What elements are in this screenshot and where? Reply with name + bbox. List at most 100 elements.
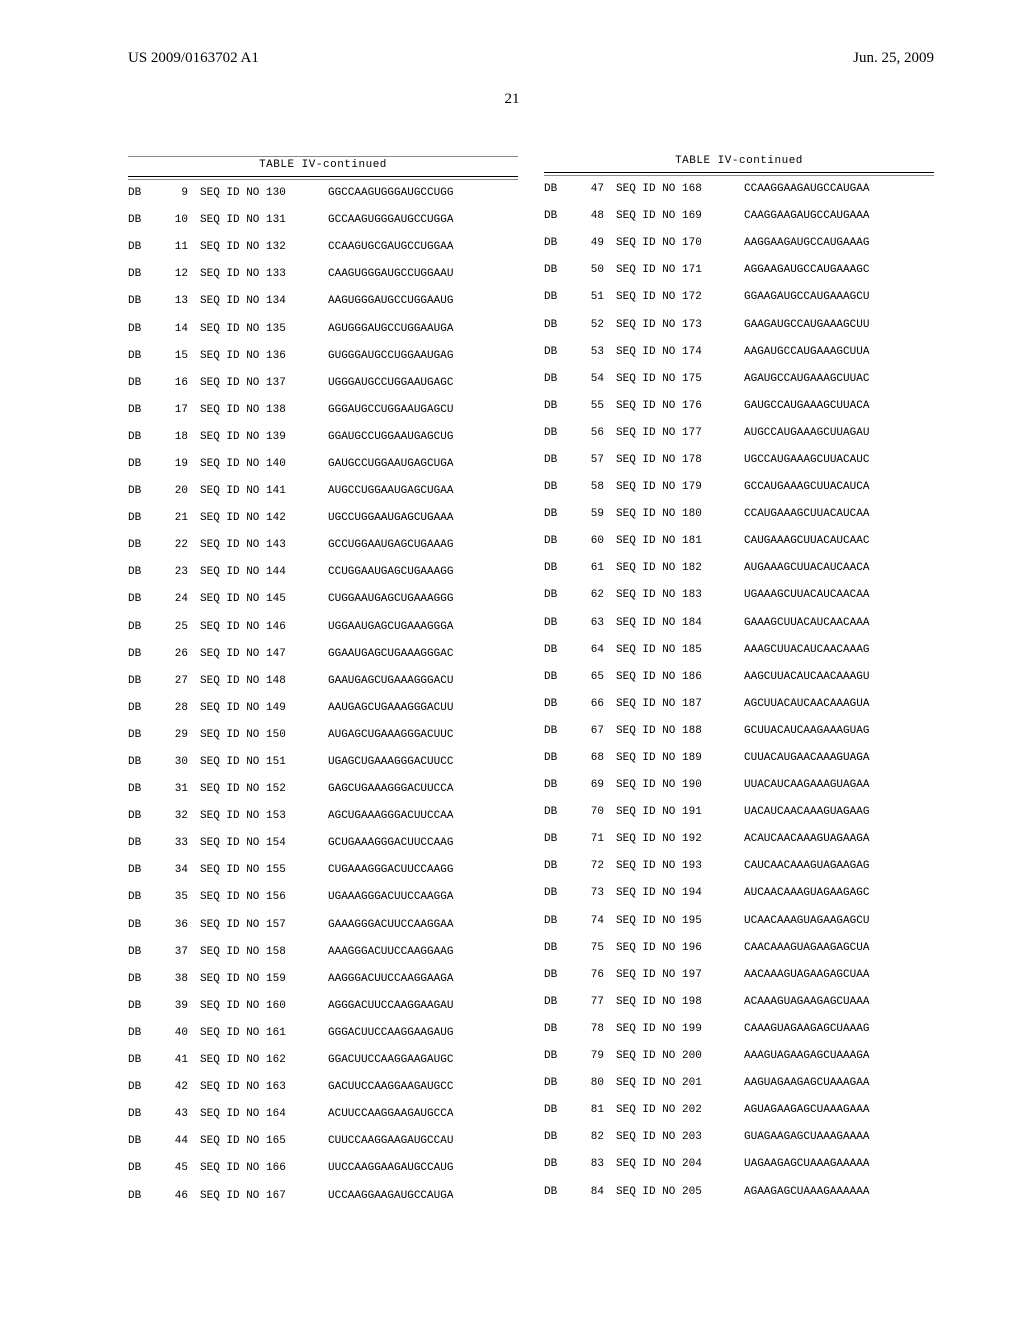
db-label: DB (128, 676, 162, 687)
row-index: 21 (162, 513, 200, 524)
left-column: TABLE IV-continued DB9SEQ ID NO 130GGCCA… (128, 156, 518, 1210)
seq-id: SEQ ID NO 184 (616, 618, 744, 629)
seq-id: SEQ ID NO 203 (616, 1132, 744, 1143)
sequence: AGAAGAGCUAAAGAAAAAA (744, 1187, 934, 1198)
sequence: UGAGCUGAAAGGGACUUCC (328, 757, 518, 768)
seq-id: SEQ ID NO 159 (200, 974, 328, 985)
row-index: 14 (162, 324, 200, 335)
sequence: GCCUGGAAUGAGCUGAAAG (328, 540, 518, 551)
seq-id: SEQ ID NO 195 (616, 916, 744, 927)
sequence-row: DB25SEQ ID NO 146UGGAAUGAGCUGAAAGGGA (128, 614, 518, 641)
sequence-row: DB67SEQ ID NO 188GCUUACAUCAAGAAAGUAG (544, 718, 934, 745)
sequence: GAAGAUGCCAUGAAAGCUU (744, 320, 934, 331)
db-label: DB (128, 296, 162, 307)
content-area: TABLE IV-continued DB9SEQ ID NO 130GGCCA… (0, 108, 1024, 1210)
db-label: DB (128, 1028, 162, 1039)
db-label: DB (544, 1187, 578, 1198)
seq-id: SEQ ID NO 166 (200, 1163, 328, 1174)
row-index: 58 (578, 482, 616, 493)
row-index: 64 (578, 645, 616, 656)
sequence: CUGAAAGGGACUUCCAAGG (328, 865, 518, 876)
db-label: DB (544, 428, 578, 439)
seq-id: SEQ ID NO 171 (616, 265, 744, 276)
row-index: 83 (578, 1159, 616, 1170)
row-index: 17 (162, 405, 200, 416)
sequence: AGAUGCCAUGAAAGCUUAC (744, 374, 934, 385)
db-label: DB (128, 1082, 162, 1093)
row-index: 29 (162, 730, 200, 741)
sequence: UUCCAAGGAAGAUGCCAUG (328, 1163, 518, 1174)
sequence: UGCCAUGAAAGCUUACAUC (744, 455, 934, 466)
seq-id: SEQ ID NO 134 (200, 296, 328, 307)
publication-date: Jun. 25, 2009 (853, 50, 934, 67)
seq-id: SEQ ID NO 177 (616, 428, 744, 439)
db-label: DB (128, 730, 162, 741)
sequence: CUUACAUGAACAAAGUAGA (744, 753, 934, 764)
seq-id: SEQ ID NO 190 (616, 780, 744, 791)
seq-id: SEQ ID NO 152 (200, 784, 328, 795)
sequence-row: DB22SEQ ID NO 143GCCUGGAAUGAGCUGAAAG (128, 532, 518, 559)
sequence-row: DB83SEQ ID NO 204UAGAAGAGCUAAAGAAAAA (544, 1151, 934, 1178)
sequence: AAAGCUUACAUCAACAAAG (744, 645, 934, 656)
row-index: 34 (162, 865, 200, 876)
sequence: GCCAAGUGGGAUGCCUGGA (328, 215, 518, 226)
seq-id: SEQ ID NO 154 (200, 838, 328, 849)
sequence: AUGCCUGGAAUGAGCUGAA (328, 486, 518, 497)
sequence: GAUGCCAUGAAAGCUUACA (744, 401, 934, 412)
row-index: 43 (162, 1109, 200, 1120)
sequence-row: DB19SEQ ID NO 140GAUGCCUGGAAUGAGCUGA (128, 451, 518, 478)
seq-id: SEQ ID NO 193 (616, 861, 744, 872)
seq-id: SEQ ID NO 161 (200, 1028, 328, 1039)
sequence: CCAAGUGCGAUGCCUGGAA (328, 242, 518, 253)
page-number: 21 (0, 91, 1024, 108)
db-label: DB (544, 482, 578, 493)
sequence-row: DB40SEQ ID NO 161GGGACUUCCAAGGAAGAUG (128, 1020, 518, 1047)
row-index: 19 (162, 459, 200, 470)
sequence-row: DB38SEQ ID NO 159AAGGGACUUCCAAGGAAGA (128, 966, 518, 993)
db-label: DB (128, 1163, 162, 1174)
seq-id: SEQ ID NO 172 (616, 292, 744, 303)
sequence: UAGAAGAGCUAAAGAAAAA (744, 1159, 934, 1170)
seq-id: SEQ ID NO 165 (200, 1136, 328, 1147)
row-index: 73 (578, 888, 616, 899)
row-index: 36 (162, 920, 200, 931)
seq-id: SEQ ID NO 196 (616, 943, 744, 954)
db-label: DB (544, 726, 578, 737)
sequence-row: DB60SEQ ID NO 181CAUGAAAGCUUACAUCAAC (544, 528, 934, 555)
row-index: 33 (162, 838, 200, 849)
sequence-row: DB18SEQ ID NO 139GGAUGCCUGGAAUGAGCUG (128, 424, 518, 451)
sequence: UGGAAUGAGCUGAAAGGGA (328, 622, 518, 633)
row-index: 67 (578, 726, 616, 737)
sequence-row: DB15SEQ ID NO 136GUGGGAUGCCUGGAAUGAG (128, 343, 518, 370)
row-index: 60 (578, 536, 616, 547)
seq-id: SEQ ID NO 205 (616, 1187, 744, 1198)
seq-id: SEQ ID NO 173 (616, 320, 744, 331)
db-label: DB (128, 188, 162, 199)
sequence: AUCAACAAAGUAGAAGAGC (744, 888, 934, 899)
sequence: GGAAGAUGCCAUGAAAGCU (744, 292, 934, 303)
sequence: AAGAUGCCAUGAAAGCUUA (744, 347, 934, 358)
db-label: DB (128, 784, 162, 795)
sequence-row: DB72SEQ ID NO 193CAUCAACAAAGUAGAAGAG (544, 853, 934, 880)
row-index: 47 (578, 184, 616, 195)
seq-id: SEQ ID NO 201 (616, 1078, 744, 1089)
row-index: 48 (578, 211, 616, 222)
row-index: 52 (578, 320, 616, 331)
sequence: ACAAAGUAGAAGAGCUAAA (744, 997, 934, 1008)
seq-id: SEQ ID NO 148 (200, 676, 328, 687)
row-index: 10 (162, 215, 200, 226)
row-index: 20 (162, 486, 200, 497)
sequence-row: DB34SEQ ID NO 155CUGAAAGGGACUUCCAAGG (128, 857, 518, 884)
sequence: AGGAAGAUGCCAUGAAAGC (744, 265, 934, 276)
db-label: DB (128, 838, 162, 849)
db-label: DB (544, 916, 578, 927)
sequence-row: DB10SEQ ID NO 131GCCAAGUGGGAUGCCUGGA (128, 207, 518, 234)
db-label: DB (544, 1159, 578, 1170)
db-label: DB (128, 811, 162, 822)
row-index: 62 (578, 590, 616, 601)
db-label: DB (544, 347, 578, 358)
db-label: DB (128, 594, 162, 605)
seq-id: SEQ ID NO 164 (200, 1109, 328, 1120)
sequence: AAGUAGAAGAGCUAAAGAA (744, 1078, 934, 1089)
sequence: GCUUACAUCAAGAAAGUAG (744, 726, 934, 737)
